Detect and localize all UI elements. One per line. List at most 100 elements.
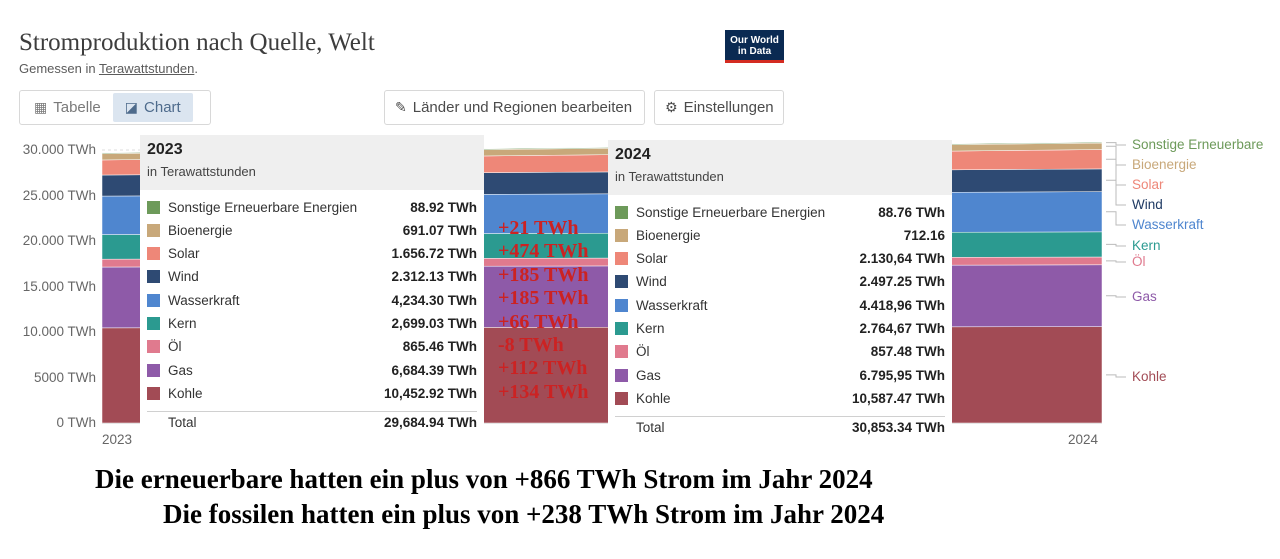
tooltip-total-label: Total [168, 414, 197, 430]
pencil-icon: ✎ [395, 99, 407, 115]
legend-swatch [147, 317, 160, 330]
footer-fossils: Die fossilen hatten ein plus von +238 TW… [163, 499, 885, 529]
legend-swatch [615, 391, 628, 405]
tooltip-row: Kohle 10,587.47 TWh [615, 388, 945, 408]
tooltip-row: Wind 2.497.25 TWh [615, 272, 945, 292]
delta-label: +21 TWh [498, 217, 579, 239]
settings-label: Einstellungen [683, 99, 774, 116]
tooltip-unit: in Terawattstunden [615, 169, 724, 184]
tooltip-series-name: Wasserkraft [168, 292, 240, 308]
tooltip-total-value: 29,684.94 TWh [383, 414, 477, 430]
tooltip-header: 2023 in Terawattstunden [140, 135, 484, 190]
subtitle-prefix: Gemessen in [19, 61, 99, 76]
tooltip-total-label: Total [636, 419, 665, 435]
tooltip-series-name: Gas [168, 362, 193, 378]
edit-regions-button[interactable]: ✎ Länder und Regionen bearbeiten [384, 90, 645, 125]
tooltip-row: Gas 6,684.39 TWh [147, 360, 477, 380]
delta-label: +185 TWh [498, 287, 589, 310]
chart-subtitle: Gemessen in Terawattstunden. [19, 61, 198, 76]
legend-swatch [147, 340, 160, 354]
gear-icon: ⚙ [665, 99, 678, 115]
tooltip-series-name: Wasserkraft [636, 297, 708, 313]
edit-regions-label: Länder und Regionen bearbeiten [412, 99, 633, 116]
tab-chart[interactable]: ◪ Chart [112, 93, 193, 122]
tooltip-value: 865.46 TWh [402, 339, 477, 355]
x-tick-2023: 2023 [102, 432, 133, 447]
footer-renewables: Die erneuerbare hatten ein plus von +866… [95, 464, 873, 494]
tooltip-series-name: Wind [168, 269, 199, 285]
tooltip-row: Öl 857.48 TWh [615, 342, 945, 362]
legend-swatch [147, 223, 160, 237]
tooltip-row: Wasserkraft 4,234.30 TWh [147, 290, 477, 310]
tooltip-value: 2.764,67 TWh [859, 321, 945, 336]
settings-button[interactable]: ⚙ Einstellungen [654, 90, 784, 125]
tooltip-value: 6.795,95 TWh [859, 367, 945, 383]
tooltip-year: 2024 [615, 146, 651, 163]
tooltip-value: 712.16 [903, 227, 945, 243]
legend-swatch [147, 293, 160, 307]
label-connector [1106, 211, 1126, 226]
tooltip-value: 88.92 TWh [410, 199, 477, 215]
tooltip-row: Bioenergie 712.16 [615, 225, 945, 245]
y-tick-label: 5000 TWh [33, 369, 96, 385]
tooltip-value: 2,699.03 TWh [391, 316, 477, 331]
tooltip-row: Kern 2.764,67 TWh [615, 319, 945, 339]
legend-swatch [615, 368, 628, 382]
delta-label: -8 TWh [498, 334, 564, 356]
label-connector [1106, 179, 1126, 206]
tooltip-value: 10,452.92 TWh [383, 385, 477, 401]
delta-label: +66 TWh [498, 310, 579, 333]
owid-logo[interactable]: Our World in Data [725, 30, 784, 63]
label-connector [1106, 145, 1126, 166]
tooltip-series-name: Bioenergie [168, 222, 233, 238]
tab-table[interactable]: ▦ Tabelle [22, 93, 113, 122]
legend-swatch [615, 275, 628, 289]
unit-link[interactable]: Terawattstunden [98, 61, 195, 76]
tab-chart-label: Chart [144, 99, 181, 116]
tooltip-row: Sonstige Erneuerbare Energien 88.92 TWh [147, 197, 477, 217]
tooltip-row: Wasserkraft 4.418,96 TWh [615, 295, 945, 315]
series-label: Wind [1132, 197, 1163, 212]
chart-icon: ◪ [124, 99, 139, 115]
tooltip-divider [147, 411, 477, 412]
subtitle-suffix: . [194, 61, 198, 76]
tooltip-row: Kern 2,699.03 TWh [147, 314, 477, 334]
label-connector [1106, 142, 1126, 146]
tooltip-total-row: Total 29,684.94 TWh [147, 412, 477, 432]
series-label: Kohle [1132, 369, 1167, 384]
tooltip-series-name: Öl [168, 339, 182, 355]
label-connector [1106, 374, 1126, 378]
legend-swatch [147, 247, 160, 261]
tab-table-label: Tabelle [53, 99, 101, 116]
legend-swatch [615, 298, 628, 312]
label-connector [1106, 295, 1126, 298]
tooltip-value: 4.418,96 TWh [859, 297, 945, 313]
label-connector [1106, 260, 1126, 263]
legend-swatch [615, 252, 628, 266]
tooltip-value: 2.497.25 TWh [859, 274, 945, 290]
table-icon: ▦ [34, 99, 48, 115]
tooltip-series-name: Gas [636, 367, 661, 383]
tooltip-row: Bioenergie 691.07 TWh [147, 220, 477, 240]
tooltip-unit: in Terawattstunden [147, 164, 256, 179]
chart-title: Stromproduktion nach Quelle, Welt [19, 29, 375, 56]
series-label: Solar [1132, 177, 1164, 192]
tooltip-series-name: Solar [168, 246, 200, 262]
tooltip-series-name: Solar [636, 251, 668, 267]
tooltip-total-value: 30,853.34 TWh [851, 419, 945, 435]
y-tick-label: 20.000 TWh [22, 233, 96, 248]
series-label: Wasserkraft [1132, 217, 1204, 232]
tooltip-total-row: Total 30,853.34 TWh [615, 417, 945, 437]
legend-swatch [147, 270, 160, 284]
tooltip-series-name: Sonstige Erneuerbare Energien [168, 199, 358, 215]
tooltip-series-name: Kern [636, 321, 665, 336]
tooltip-value: 88.76 TWh [878, 204, 945, 220]
tooltip-series-name: Kohle [168, 385, 203, 401]
series-label: Gas [1132, 289, 1157, 304]
series-label: Sonstige Erneuerbare [1132, 137, 1264, 152]
x-tick-2024: 2024 [1068, 432, 1099, 447]
tooltip-2023: 2023 in Terawattstunden Sonstige Erneuerba… [140, 135, 484, 435]
legend-swatch [615, 205, 628, 219]
legend-swatch [615, 228, 628, 242]
tooltip-value: 4,234.30 TWh [391, 292, 477, 308]
